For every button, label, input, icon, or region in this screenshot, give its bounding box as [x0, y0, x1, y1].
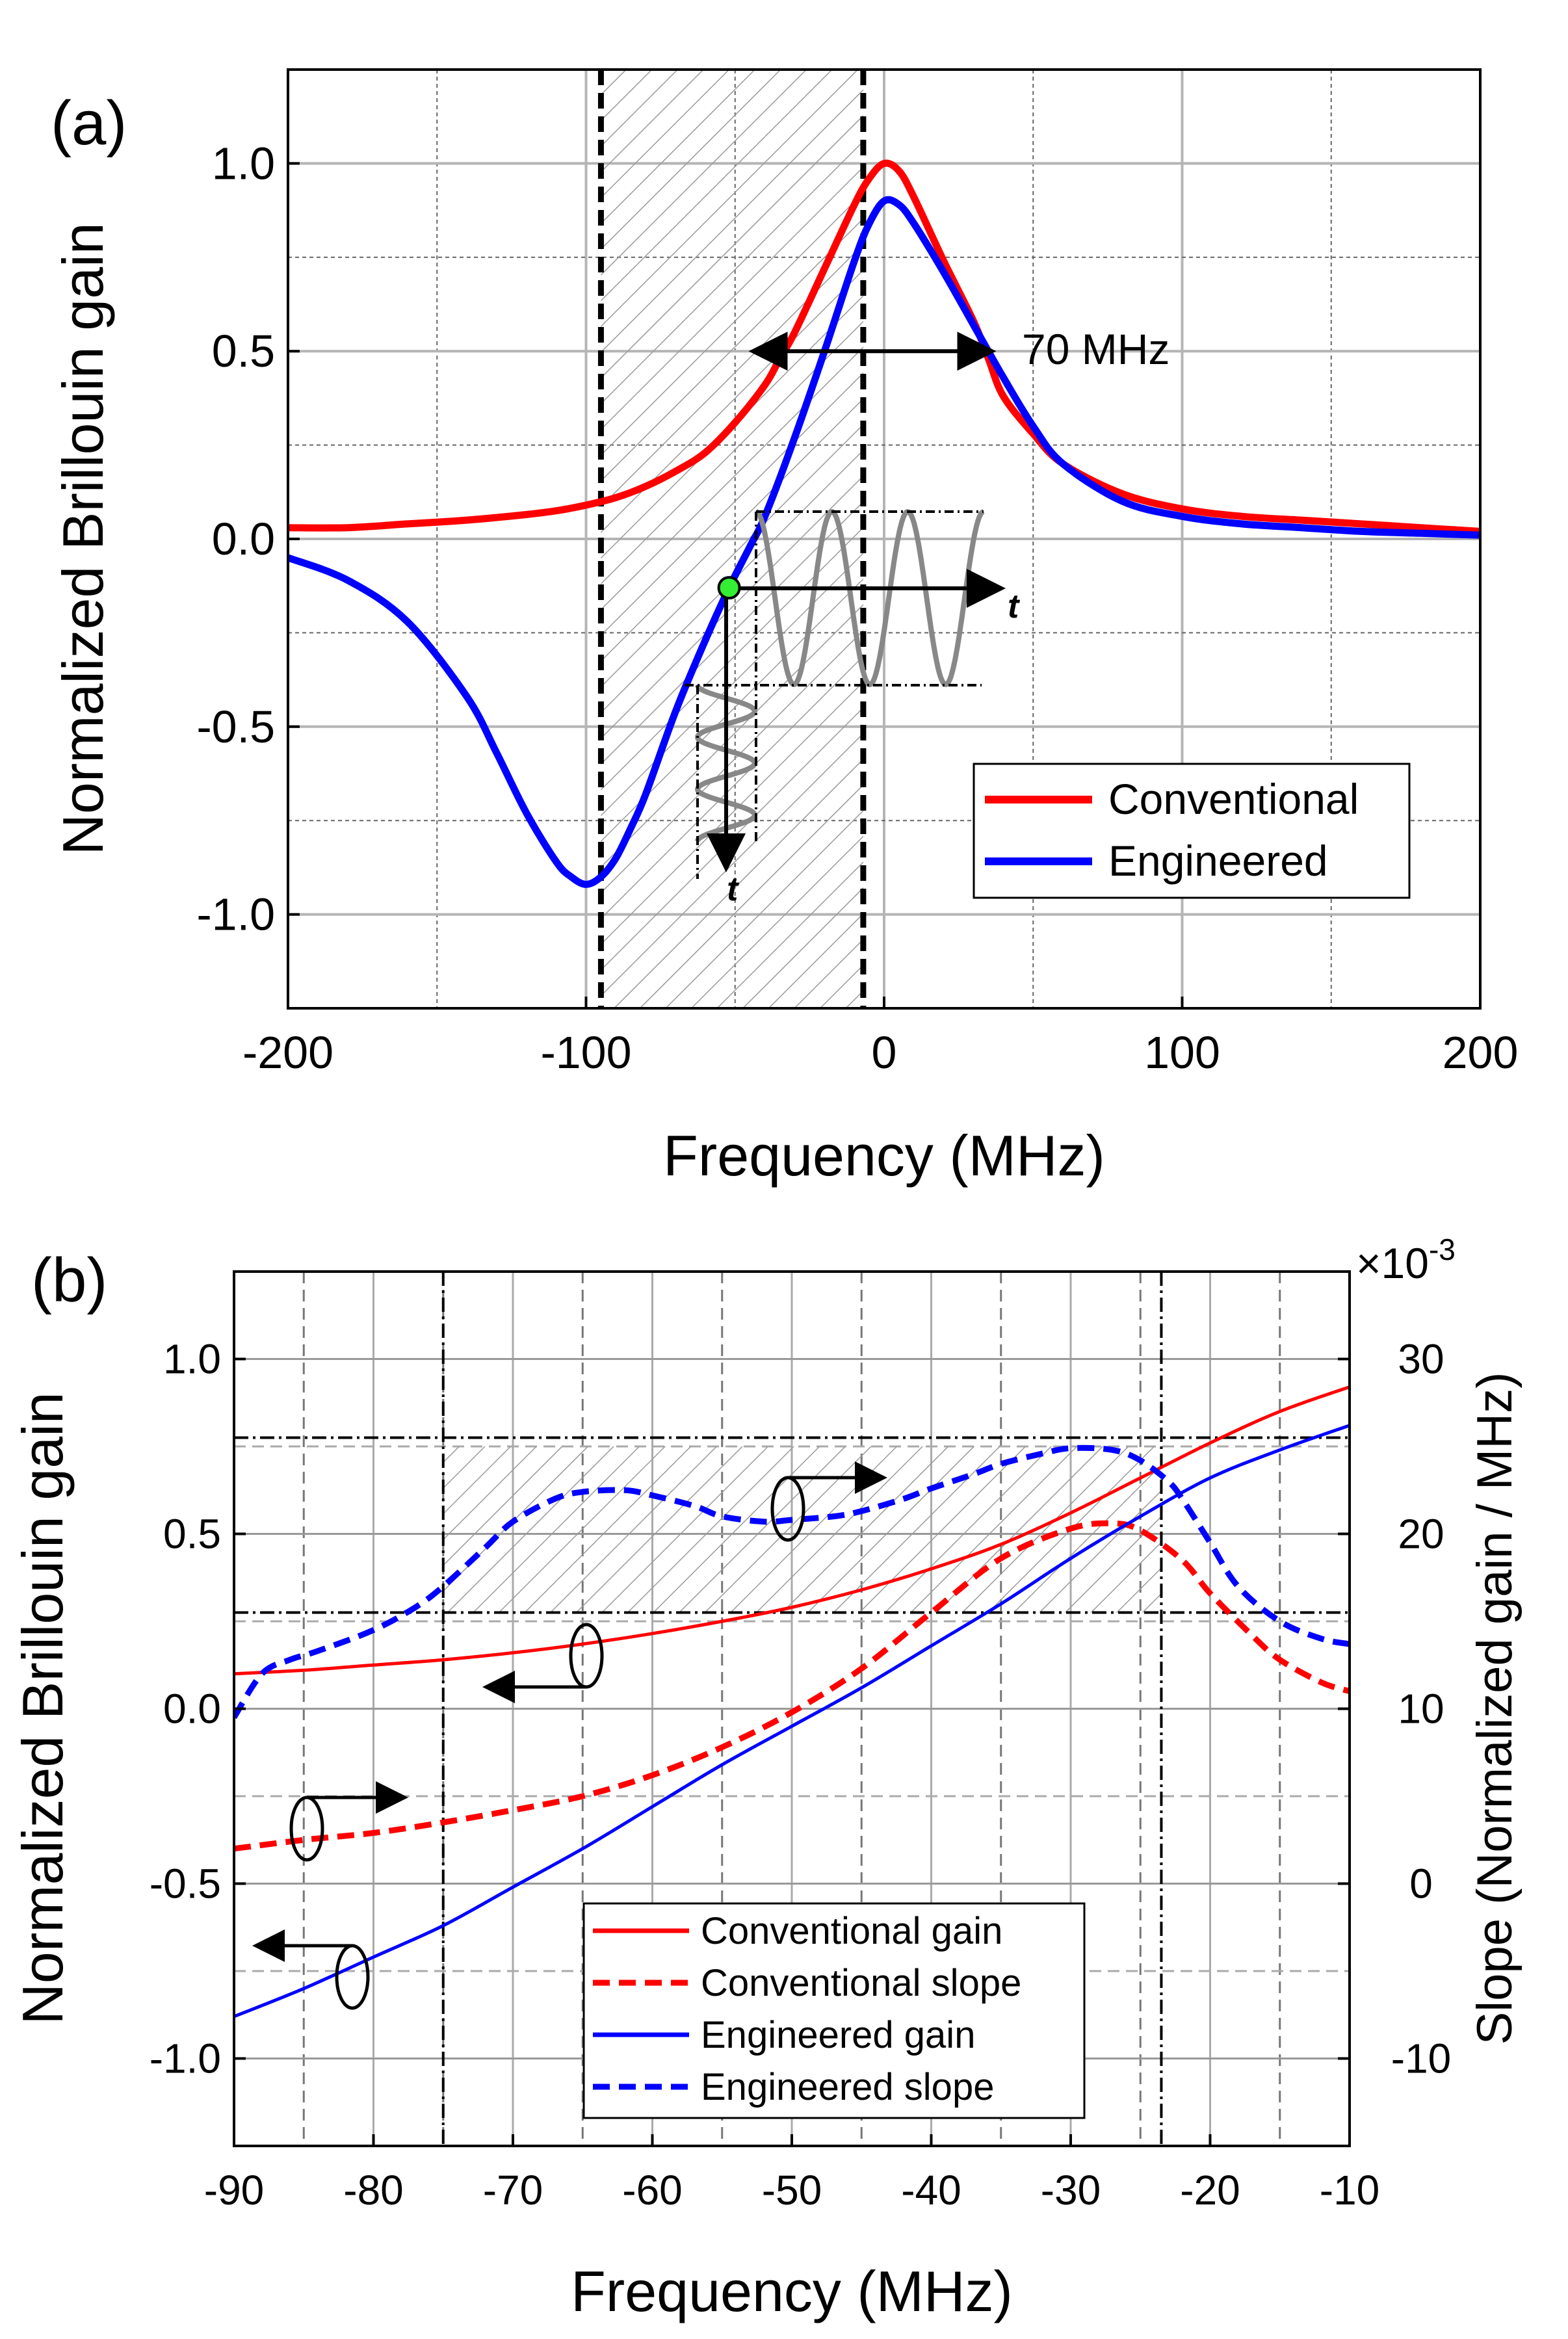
panel-a-y-axis-label: Normalized Brillouin gain: [51, 222, 115, 855]
legend-label-engineered-gain: Engineered gain: [701, 2014, 975, 2056]
panel-b-shaded-box: [443, 1446, 1162, 1613]
x-tick-label: -30: [1041, 2167, 1101, 2214]
series-line-conventional: [288, 159, 1480, 535]
legend-label-conventional-gain: Conventional gain: [701, 1910, 1002, 1952]
panel-a-series: [288, 159, 1480, 888]
right-axis-multiplier: ×10-3: [1356, 1233, 1456, 1287]
series-line-engineered: [288, 196, 1480, 888]
panel-b-legend-box: [582, 1902, 1086, 2119]
indicator-ellipse-eng-gain: [335, 1944, 370, 2010]
x-tick-label: -10: [1320, 2167, 1380, 2214]
legend-label-engineered-slope: Engineered slope: [701, 2066, 994, 2108]
y-tick-label: 0.5: [163, 1511, 221, 1558]
x-tick-label: -50: [762, 2167, 822, 2214]
panel-a-legend: Conventional Engineered: [973, 763, 1411, 899]
x-tick-label: 0: [872, 1027, 897, 1078]
panel-a: -200 -100 0 100 200 -1.0 -0.5 0.0 0.5 1.0 t t 70…: [51, 68, 1518, 1188]
output-waveform: [755, 508, 985, 688]
series-line-conventional-slope: [234, 1520, 1350, 1852]
x-tick-label: -70: [483, 2167, 543, 2214]
indicator-ellipse-conv-gain: [569, 1623, 604, 1689]
series-line-engineered-gain: [234, 1424, 1350, 2019]
panel-b-dashdot-lines: [234, 1272, 1350, 2146]
panel-a-x-axis-label: Frequency (MHz): [663, 1123, 1105, 1188]
x-tick-label: -40: [901, 2167, 961, 2214]
y-tick-label-right: 10: [1398, 1686, 1444, 1732]
series-line-engineered-slope: [234, 1444, 1350, 1719]
panel-b-legend: Conventional gain Conventional slope Eng…: [582, 1902, 1086, 2119]
x-tick-label: -80: [343, 2167, 404, 2214]
y-tick-label: 1.0: [163, 1336, 221, 1383]
y-tick-label: 1.0: [212, 138, 275, 189]
y-tick-label: 0.0: [163, 1686, 221, 1732]
panel-b-y-ticks-right: -10 0 10 20 30: [1338, 1336, 1451, 2082]
x-tick-label: -200: [242, 1027, 333, 1078]
panel-a-x-ticks: -200 -100 0 100 200: [242, 997, 1518, 1078]
panel-b-y-axis-label-left: Normalized Brillouin gain: [10, 1392, 75, 2024]
x-tick-label: 200: [1443, 1027, 1519, 1078]
x-tick-label: -60: [622, 2167, 683, 2214]
y-tick-label: 0.5: [212, 326, 275, 376]
y-tick-label-right: 30: [1398, 1336, 1444, 1383]
legend-label-engineered: Engineered: [1108, 837, 1328, 885]
panel-a-legend-box: [973, 763, 1411, 899]
y-tick-label: -1.0: [196, 889, 275, 940]
x-tick-label: -100: [540, 1027, 631, 1078]
y-tick-label: 0.0: [212, 514, 275, 564]
panel-b-series: [234, 1385, 1350, 2019]
series-line-conventional-gain: [234, 1385, 1350, 1676]
y-tick-label-right: 20: [1398, 1511, 1444, 1558]
y-tick-label: -0.5: [150, 1861, 221, 1907]
panel-b-x-axis-label: Frequency (MHz): [571, 2259, 1013, 2323]
x-tick-label: -90: [204, 2167, 265, 2214]
operating-point-marker: [717, 576, 741, 600]
fwhm-label: 70 MHz: [1022, 325, 1169, 373]
panel-b-y-ticks-left: -1.0 -0.5 0.0 0.5 1.0: [150, 1336, 246, 2082]
axis-indicators: [252, 1461, 887, 2010]
y-tick-label-right: 0: [1409, 1861, 1433, 1907]
y-tick-label: -0.5: [196, 701, 275, 752]
y-tick-label: -1.0: [150, 2035, 221, 2082]
panel-b-x-ticks: -90 -80 -70 -60 -50 -40 -30 -20 -10: [204, 2134, 1380, 2214]
indicator-ellipse-conv-slope: [289, 1796, 324, 1862]
panel-a-label: (a): [51, 88, 127, 158]
legend-label-conventional: Conventional: [1108, 775, 1359, 823]
x-tick-label: -20: [1180, 2167, 1240, 2214]
panel-a-y-ticks: -1.0 -0.5 0.0 0.5 1.0: [196, 138, 300, 940]
panel-b: -90 -80 -70 -60 -50 -40 -30 -20 -10 -1.0 -0.5 0.0 0…: [10, 1233, 1522, 2323]
panel-b-label: (b): [31, 1246, 107, 1315]
time-label-vertical: t: [727, 870, 740, 908]
panel-a-signal-schematic: t t: [685, 508, 1021, 908]
panel-a-shade-boundaries: [597, 70, 867, 1008]
x-tick-label: 100: [1144, 1027, 1220, 1078]
time-label-horizontal: t: [1008, 588, 1021, 625]
legend-label-conventional-slope: Conventional slope: [701, 1962, 1021, 2004]
panel-b-y-axis-label-right: Slope (Normalized gain / MHz): [1467, 1372, 1522, 2045]
y-tick-label-right: -10: [1391, 2035, 1452, 2082]
